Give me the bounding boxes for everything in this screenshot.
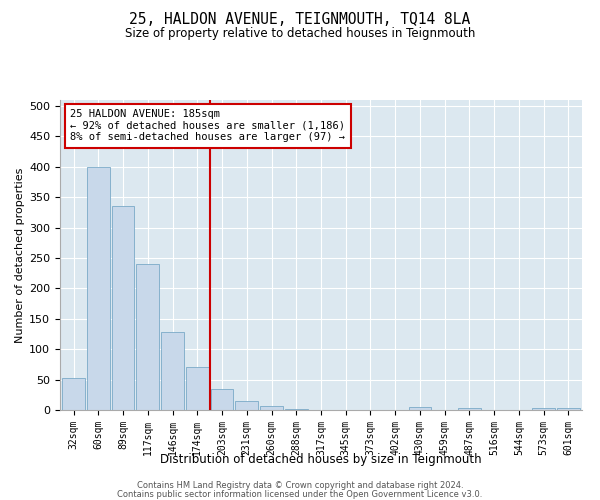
Bar [409,407,431,410]
Bar [112,206,134,410]
Text: 25 HALDON AVENUE: 185sqm
← 92% of detached houses are smaller (1,186)
8% of semi: 25 HALDON AVENUE: 185sqm ← 92% of detach… [70,110,346,142]
Bar [458,408,481,410]
Bar [260,406,283,410]
Bar [161,332,184,410]
Bar [557,408,580,410]
Bar [136,264,159,410]
Bar [186,368,209,410]
Text: 25, HALDON AVENUE, TEIGNMOUTH, TQ14 8LA: 25, HALDON AVENUE, TEIGNMOUTH, TQ14 8LA [130,12,470,28]
Bar [87,167,110,410]
Bar [62,378,85,410]
Bar [211,388,233,410]
Text: Contains HM Land Registry data © Crown copyright and database right 2024.: Contains HM Land Registry data © Crown c… [137,481,463,490]
Text: Size of property relative to detached houses in Teignmouth: Size of property relative to detached ho… [125,28,475,40]
Text: Contains public sector information licensed under the Open Government Licence v3: Contains public sector information licen… [118,490,482,499]
Text: Distribution of detached houses by size in Teignmouth: Distribution of detached houses by size … [160,452,482,466]
Bar [532,408,555,410]
Bar [285,409,308,410]
Y-axis label: Number of detached properties: Number of detached properties [15,168,25,342]
Bar [235,401,258,410]
